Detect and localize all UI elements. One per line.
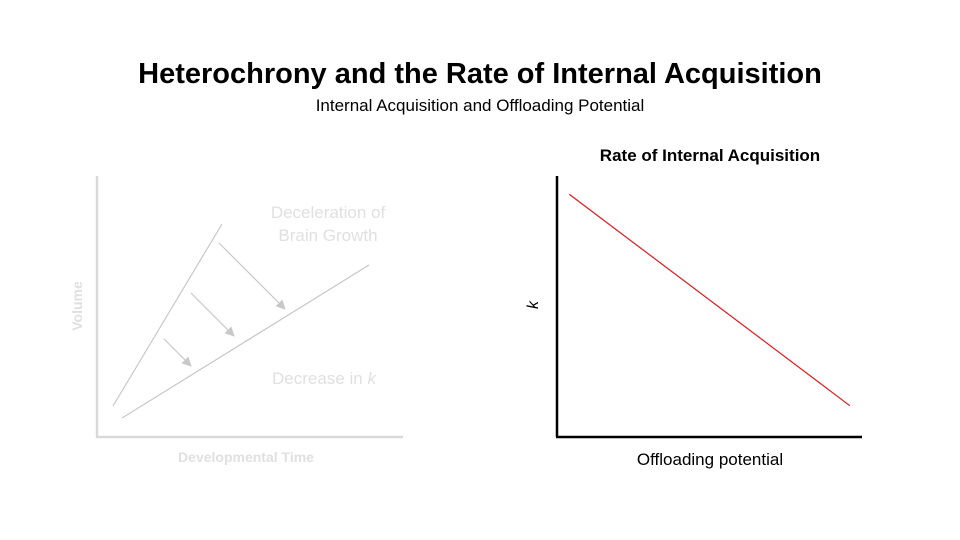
chart-ylabel: k bbox=[525, 300, 542, 309]
shift-arrow-2 bbox=[190, 292, 235, 337]
steep-growth-line bbox=[112, 223, 223, 407]
deceleration-label-line1: Deceleration of bbox=[271, 203, 386, 222]
shift-arrow-1 bbox=[218, 242, 286, 310]
decelerated-growth-line bbox=[121, 264, 370, 419]
page-subtitle: Internal Acquisition and Offloading Pote… bbox=[315, 96, 645, 115]
developmental-time-label: Developmental Time bbox=[178, 449, 314, 465]
page-title: Heterochrony and the Rate of Internal Ac… bbox=[138, 58, 822, 90]
chart-title: Rate of Internal Acquisition bbox=[600, 146, 820, 165]
deceleration-label-line2: Brain Growth bbox=[278, 226, 377, 245]
decrease-k-label: Decrease in k bbox=[272, 369, 377, 388]
decrease-k-prefix: Decrease in bbox=[272, 369, 367, 388]
shift-arrow-3 bbox=[163, 338, 192, 367]
k-trend-line bbox=[568, 193, 851, 407]
chart-xlabel: Offloading potential bbox=[637, 450, 783, 469]
volume-axis-label: Volume bbox=[69, 281, 85, 331]
decrease-k-var: k bbox=[367, 369, 377, 388]
